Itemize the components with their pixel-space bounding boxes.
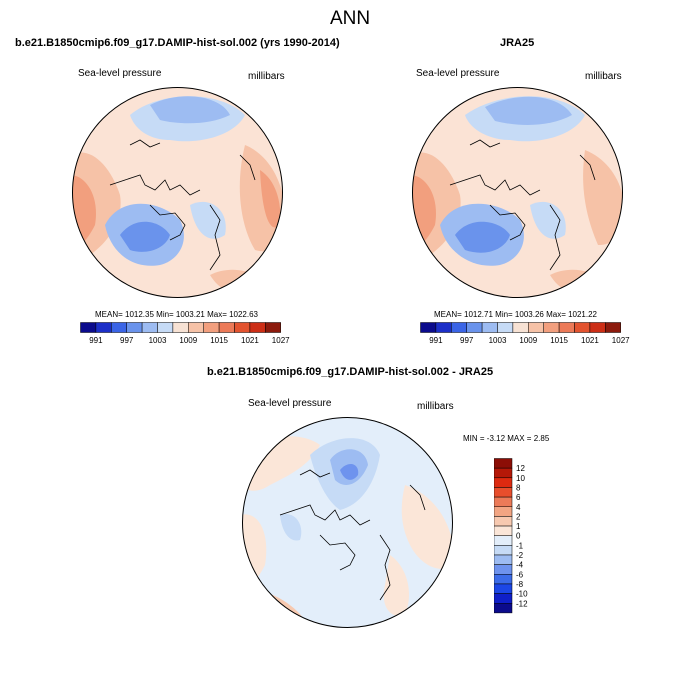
panel2-colorbar-tick-label: 1027 xyxy=(612,336,630,345)
panel1-colorbar-tick-label: 1021 xyxy=(241,336,259,345)
diff-colorbar-swatch xyxy=(494,564,513,575)
diff-colorbar-swatch xyxy=(494,506,513,517)
diff-colorbar-swatch xyxy=(494,496,513,507)
diff-colorbar-tick-label: 10 xyxy=(516,474,525,483)
diff-colorbar-tick-label: 0 xyxy=(516,532,521,541)
diff-colorbar-swatch xyxy=(494,574,513,585)
diff-colorbar-swatch xyxy=(494,467,513,479)
diff-colorbar-tick-label: 2 xyxy=(516,512,521,521)
panel2-units-label: millibars xyxy=(585,71,622,82)
diff-colorbar-swatch xyxy=(494,554,513,565)
panel2-colorbar-swatch xyxy=(497,322,514,333)
panel2-map xyxy=(412,87,623,298)
diff-colorbar-tick-label: -8 xyxy=(516,580,524,589)
panel2-colorbar-tick-label: 1009 xyxy=(519,336,537,345)
diff-colorbar-tick-label: 6 xyxy=(516,493,521,502)
panel2-colorbar-swatch xyxy=(528,322,544,333)
panel2-colorbar-swatch xyxy=(605,322,621,333)
panel1-colorbar-swatch xyxy=(95,322,112,333)
diff-map xyxy=(242,417,453,628)
panel2-title: JRA25 xyxy=(500,37,535,49)
panel2-colorbar-swatch xyxy=(466,322,483,333)
diff-colorbar-tick-label: 4 xyxy=(516,503,521,512)
diff-colorbar-tick-label: -12 xyxy=(516,599,528,608)
diff-colorbar-tick-label: -4 xyxy=(516,561,524,570)
diff-colorbar-swatch xyxy=(494,477,513,488)
diff-panel-title: b.e21.B1850cmip6.f09_g17.DAMIP-hist-sol.… xyxy=(206,366,494,378)
diff-colorbar-tick-label: 1 xyxy=(516,522,521,531)
panel1-colorbar-swatch xyxy=(218,322,235,333)
panel2-colorbar-tick-label: 997 xyxy=(460,336,474,345)
panel1-colorbar-tick-label: 1027 xyxy=(272,336,290,345)
panel2-colorbar-swatch xyxy=(435,322,452,333)
panel1-colorbar-swatch xyxy=(234,322,251,333)
panel2-colorbar-swatch xyxy=(574,322,591,333)
page-title: ANN xyxy=(329,8,371,29)
panel1-units-label: millibars xyxy=(248,71,285,82)
panel2-colorbar-tick-label: 1021 xyxy=(581,336,599,345)
panel2-colorbar-swatch xyxy=(558,322,575,333)
panel1-colorbar-swatch xyxy=(126,322,143,333)
panel2-stats: MEAN= 1012.71 Min= 1003.26 Max= 1021.22 xyxy=(434,310,597,319)
panel2-colorbar-tick-label: 1003 xyxy=(489,336,507,345)
panel1-colorbar-swatch xyxy=(111,322,127,333)
diff-colorbar-tick-label: 8 xyxy=(516,483,521,492)
diff-colorbar-swatch xyxy=(494,458,513,469)
diff-colorbar-swatch xyxy=(494,583,513,594)
panel1-variable-label: Sea-level pressure xyxy=(78,68,162,79)
panel2-colorbar-swatch xyxy=(589,322,606,333)
panel1-colorbar-swatch xyxy=(249,322,266,333)
diff-colorbar-swatch xyxy=(494,603,513,614)
panel1-colorbar-swatch xyxy=(80,322,97,333)
panel1-colorbar-swatch xyxy=(203,322,220,333)
diff-colorbar-tick-label: -6 xyxy=(516,570,524,579)
panel2-colorbar-swatch xyxy=(512,322,529,333)
panel2-colorbar-swatch xyxy=(451,322,467,333)
panel1-colorbar: 991997100310091015102110271033 xyxy=(80,322,290,345)
diff-colorbar-swatch xyxy=(494,593,513,604)
panel1-colorbar-tick-label: 1009 xyxy=(179,336,197,345)
panel2-colorbar-tick-label: 991 xyxy=(429,336,443,345)
panel1-map xyxy=(72,87,283,298)
panel1-colorbar-swatch xyxy=(157,322,174,333)
diff-colorbar-tick-label: -10 xyxy=(516,590,528,599)
panel2-colorbar-swatch xyxy=(543,322,560,333)
panel1-colorbar-swatch xyxy=(265,322,281,333)
panel2-variable-label: Sea-level pressure xyxy=(416,68,500,79)
diff-units-label: millibars xyxy=(417,401,454,412)
diff-colorbar-swatch xyxy=(494,516,513,527)
diff-colorbar-swatch xyxy=(494,525,513,536)
diff-colorbar-tick-label: -1 xyxy=(516,541,524,550)
diff-colorbar-swatch xyxy=(494,545,513,556)
panel1-colorbar-swatch xyxy=(141,322,158,333)
panel1-stats: MEAN= 1012.35 Min= 1003.21 Max= 1022.63 xyxy=(95,310,258,319)
panel1-colorbar-swatch xyxy=(172,322,189,333)
panel2-colorbar-tick-label: 1015 xyxy=(550,336,568,345)
diff-variable-label: Sea-level pressure xyxy=(248,398,332,409)
diff-colorbar-swatch xyxy=(494,535,513,546)
diff-colorbar-tick-label: 12 xyxy=(516,464,525,473)
panel1-colorbar-tick-label: 991 xyxy=(89,336,103,345)
panel2-colorbar-swatch xyxy=(481,322,498,333)
diff-stats: MIN = -3.12 MAX = 2.85 xyxy=(463,434,550,443)
panel2-colorbar: 991997100310091015102110271033 xyxy=(420,322,630,345)
diff-colorbar-swatch xyxy=(494,487,513,498)
panel2-colorbar-swatch xyxy=(420,322,437,333)
panel1-title: b.e21.B1850cmip6.f09_g17.DAMIP-hist-sol.… xyxy=(15,37,340,49)
diff-colorbar-tick-label: -2 xyxy=(516,551,524,560)
panel1-colorbar-tick-label: 1015 xyxy=(210,336,228,345)
panel1-colorbar-tick-label: 997 xyxy=(120,336,134,345)
panel1-colorbar-swatch xyxy=(188,322,204,333)
panel1-colorbar-tick-label: 1003 xyxy=(149,336,167,345)
